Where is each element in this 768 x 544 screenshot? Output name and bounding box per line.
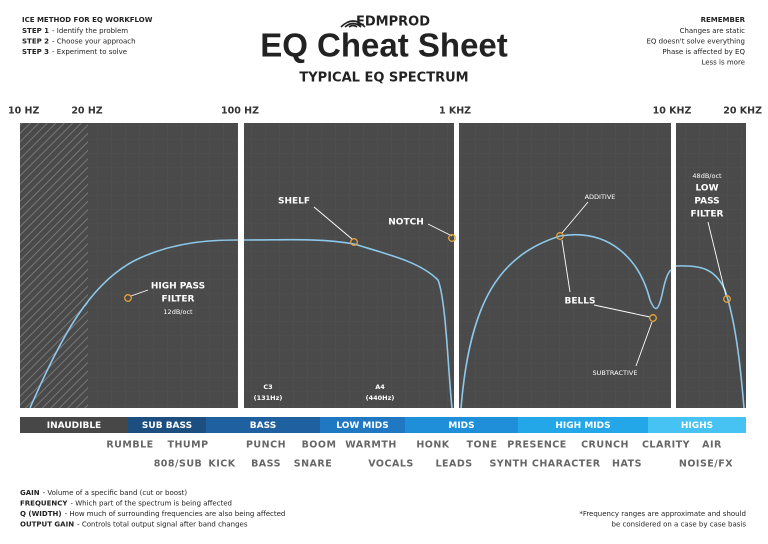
markers bbox=[124, 20, 731, 367]
band bbox=[206, 417, 320, 433]
step-text: - Choose your approach bbox=[52, 38, 136, 46]
annotation: FILTER bbox=[691, 210, 724, 220]
descriptor: HONK bbox=[416, 440, 449, 451]
remember-item: EQ doesn't solve everything bbox=[647, 38, 746, 46]
remember-item: Less is more bbox=[701, 59, 745, 67]
remember-item: Changes are static bbox=[680, 27, 746, 35]
frequency-label: 10 HZ bbox=[8, 106, 39, 117]
remember-item: Phase is affected by EQ bbox=[662, 48, 745, 56]
annotation-small: ADDITIVE bbox=[585, 193, 616, 201]
descriptor: HATS bbox=[612, 459, 642, 470]
descriptor: NOISE/FX bbox=[679, 459, 733, 470]
annotation: NOTCH bbox=[388, 218, 423, 228]
descriptor: WARMTH bbox=[345, 440, 397, 451]
note: (440Hz) bbox=[366, 394, 395, 402]
band bbox=[648, 417, 746, 433]
descriptor: SNARE bbox=[294, 459, 332, 470]
annotation: LOW bbox=[696, 184, 719, 194]
definition-text: - Controls total output signal after ban… bbox=[77, 521, 248, 529]
step-label: STEP 3 bbox=[22, 48, 49, 56]
annotation-small: 48dB/oct bbox=[692, 172, 722, 180]
descriptor: PRESENCE bbox=[507, 440, 567, 451]
band-label: HIGH MIDS bbox=[555, 421, 610, 431]
annotation: FILTER bbox=[162, 295, 195, 305]
descriptor: TONE bbox=[467, 440, 498, 451]
title: EQ Cheat Sheet bbox=[260, 27, 508, 64]
band bbox=[20, 417, 128, 433]
band-label: LOW MIDS bbox=[336, 421, 388, 431]
definition: Q (WIDTH) - How much of surrounding frequ… bbox=[20, 510, 285, 518]
footnote: *Frequency ranges are approximate and sh… bbox=[579, 510, 746, 518]
annotation: SHELF bbox=[278, 197, 310, 207]
definition-label: GAIN bbox=[20, 489, 40, 497]
descriptor: AIR bbox=[702, 440, 722, 451]
note: (131Hz) bbox=[254, 394, 283, 402]
descriptor: RUMBLE bbox=[106, 440, 153, 451]
band-label: BASS bbox=[250, 421, 276, 431]
definition-text: - Volume of a specific band (cut or boos… bbox=[43, 489, 188, 497]
frequency-label: 20 HZ bbox=[71, 106, 102, 117]
definition-text: - Which part of the spectrum is being af… bbox=[70, 500, 232, 508]
frequency-label: 10 KHZ bbox=[653, 106, 692, 117]
descriptor: LEADS bbox=[435, 459, 472, 470]
definition: OUTPUT GAIN - Controls total output signa… bbox=[20, 521, 248, 529]
annotation: HIGH PASS bbox=[151, 282, 205, 292]
descriptor: VOCALS bbox=[368, 459, 413, 470]
descriptor: BOOM bbox=[302, 440, 337, 451]
subtitle: TYPICAL EQ SPECTRUM bbox=[299, 71, 468, 86]
frequency-label: 20 KHZ bbox=[723, 106, 762, 117]
step-text: - Experiment to solve bbox=[52, 48, 127, 56]
texts: ICE METHOD FOR EQ WORKFLOW STEP 1- Identi… bbox=[8, 15, 762, 529]
step-label: STEP 1 bbox=[22, 27, 49, 35]
band bbox=[405, 417, 518, 433]
step-label: STEP 2 bbox=[22, 38, 49, 46]
band-label: HIGHS bbox=[681, 421, 713, 431]
descriptor: 808/SUB bbox=[154, 459, 203, 470]
definition-label: Q (WIDTH) bbox=[20, 510, 62, 518]
frequency-label: 1 KHZ bbox=[439, 106, 471, 117]
descriptor: CLARITY bbox=[642, 440, 690, 451]
step-text: - Identify the problem bbox=[52, 27, 128, 35]
definition-text: - How much of surrounding frequencies ar… bbox=[65, 510, 286, 518]
band bbox=[128, 417, 206, 433]
annotation: BELLS bbox=[565, 297, 596, 307]
panels bbox=[20, 123, 746, 408]
descriptor: SYNTH CHARACTER bbox=[489, 459, 600, 470]
descriptor: BASS bbox=[251, 459, 281, 470]
band-label: INAUDIBLE bbox=[47, 421, 101, 431]
step: STEP 1- Identify the problem bbox=[22, 27, 128, 35]
remember-title: REMEMBER bbox=[701, 16, 746, 24]
annotation-small: 12dB/oct bbox=[163, 308, 193, 316]
descriptor: CRUNCH bbox=[581, 440, 629, 451]
logo: EDMPROD bbox=[356, 15, 430, 30]
step: STEP 3- Experiment to solve bbox=[22, 48, 127, 56]
note: C3 bbox=[263, 383, 272, 391]
footnote: be considered on a case by case basis bbox=[612, 521, 747, 529]
definition-label: FREQUENCY bbox=[20, 500, 68, 508]
band bbox=[320, 417, 405, 433]
eq-curve bbox=[29, 234, 745, 409]
band-label: SUB BASS bbox=[142, 421, 192, 431]
band bbox=[518, 417, 648, 433]
annotation: PASS bbox=[694, 197, 719, 207]
method-title: ICE METHOD FOR EQ WORKFLOW bbox=[22, 16, 153, 24]
definition-label: OUTPUT GAIN bbox=[20, 521, 74, 529]
frequency-label: 100 HZ bbox=[221, 106, 259, 117]
band-label: MIDS bbox=[448, 421, 474, 431]
annotation-small: SUBTRACTIVE bbox=[593, 369, 638, 377]
step: STEP 2- Choose your approach bbox=[22, 38, 136, 46]
descriptor: PUNCH bbox=[246, 440, 286, 451]
definition: FREQUENCY - Which part of the spectrum is… bbox=[20, 500, 232, 508]
note: A4 bbox=[375, 383, 385, 391]
descriptor: THUMP bbox=[167, 440, 208, 451]
descriptor: KICK bbox=[208, 459, 235, 470]
definition: GAIN - Volume of a specific band (cut or … bbox=[20, 489, 187, 497]
